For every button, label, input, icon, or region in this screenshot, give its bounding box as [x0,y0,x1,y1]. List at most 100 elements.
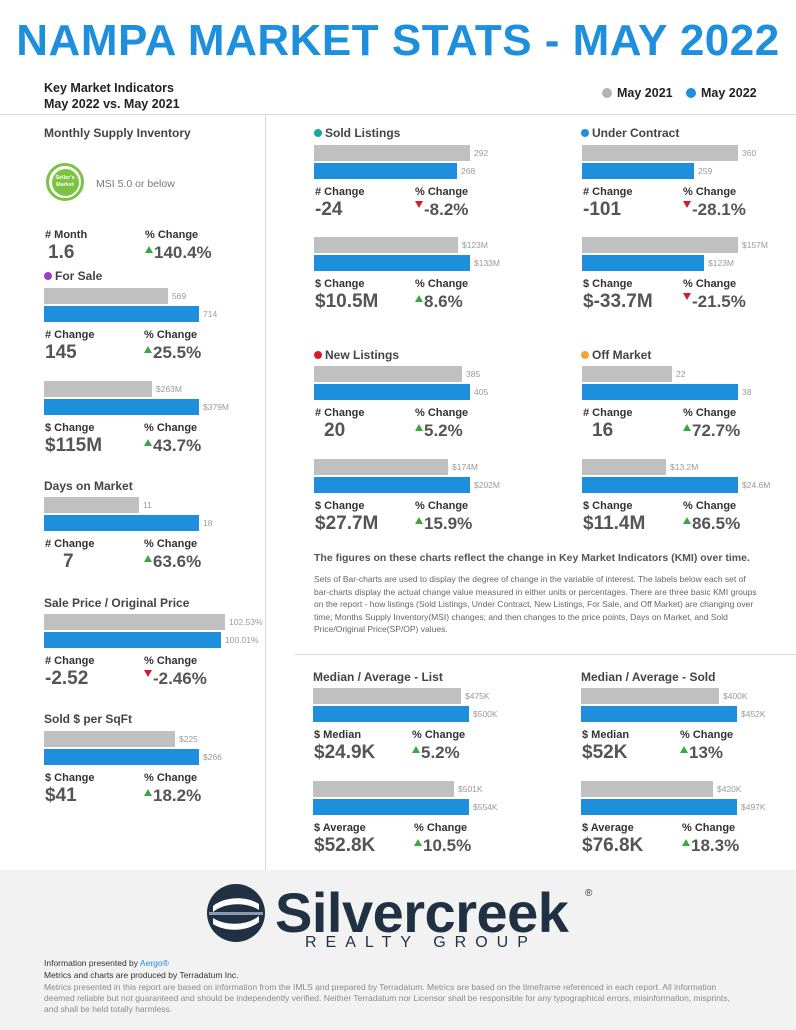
sold-per-sqft-bar-2022 [44,749,199,765]
contract-dollar-bar-2021 [582,237,738,253]
off-dollar-label-2022: $24.6M [742,480,771,490]
off-dollar-pct-label: % Change [683,500,737,512]
sale-price-ratio-bar-2022 [44,632,221,648]
off-count-label-2022: 38 [742,387,752,397]
list-average-label-2021: $501K [458,784,483,794]
sold-average-change-value: $76.8K [582,835,644,856]
down-arrow-icon [683,201,691,208]
msi-change-label: # Month [45,229,88,241]
sold-count-pct-label: % Change [415,186,469,198]
off-dollar-pct-text: 86.5% [692,514,741,533]
brand-registered-mark: ® [585,888,593,899]
for-sale-dollar-label-2021: $263M [156,384,182,394]
off-count-pct-text: 72.7% [692,421,741,440]
off-count-change-label: # Change [583,407,633,419]
days-on-market-bar-2022 [44,515,199,531]
new-count-pct-text: 5.2% [424,421,463,440]
sold-average-bar-2022 [581,799,737,815]
list-median-pct-text: 5.2% [421,743,460,762]
sale-price-ratio-title: Sale Price / Original Price [44,596,189,610]
sold-average-pct-text: 18.3% [691,836,740,855]
sold-per-sqft-bar-2021 [44,731,175,747]
contract-count-change-value: -101 [583,199,622,220]
for-sale-count-pct-text: 25.5% [153,343,202,362]
new-listings-title-text: New Listings [325,348,400,362]
sold-count-label-2022: 268 [461,166,476,176]
new-listings-title: New Listings [314,348,399,362]
list-average-pct-value: 10.5% [414,836,471,856]
for-sale-count-label-2022: 714 [203,309,218,319]
sold-average-pct-value: 18.3% [682,836,739,856]
sold-count-change-label: # Change [315,186,365,198]
sold-dollar-pct-text: 8.6% [424,292,463,311]
aergo-link[interactable]: Aergo® [139,958,169,968]
off-count-bar-2021 [582,366,672,382]
off-dollar-bar-2021 [582,459,666,475]
down-arrow-icon [683,293,691,300]
sold-per-sqft-title-text: Sold $ per SqFt [44,712,133,726]
for-sale-count-bar-2021 [44,288,168,304]
list-average-pct-label: % Change [414,822,468,834]
contract-count-pct-label: % Change [683,186,737,198]
up-arrow-icon [144,346,152,353]
up-arrow-icon [144,555,152,562]
contract-dollar-change-label: $ Change [583,278,633,290]
msi-pct-label: % Change [145,229,199,241]
up-arrow-icon [412,746,420,753]
legend-item-2021: May 2021 [602,86,673,100]
up-arrow-icon [683,517,691,524]
for-sale-title: For Sale [44,269,102,283]
sold-average-bar-2021 [581,781,713,797]
up-arrow-icon [415,517,423,524]
days-on-market-pct-text: 63.6% [153,552,202,571]
up-arrow-icon [415,295,423,302]
for-sale-count-pct-label: % Change [144,329,198,341]
sold-count-bar-2021 [314,145,470,161]
up-arrow-icon [682,839,690,846]
note-body: Sets of Bar-charts are used to display t… [314,574,757,634]
off-count-change-value: 16 [592,420,614,441]
msi-title: Monthly Supply Inventory [44,126,191,140]
for-sale-dollar-change-label: $ Change [45,422,95,434]
legend-item-2022: May 2022 [686,86,757,100]
brand-subtitle: REALTY GROUP [305,934,537,951]
sold-median-change-label: $ Median [582,729,630,741]
sold-dollar-change-label: $ Change [315,278,365,290]
sold-listings-dot-icon [314,129,322,137]
sale-price-ratio-label-2022: 100.01% [225,635,259,645]
sold-count-pct-value: -8.2% [415,200,468,220]
down-arrow-icon [415,201,423,208]
sellers-market-badge: Seller's Market [46,163,84,201]
contract-count-pct-value: -28.1% [683,200,746,220]
new-dollar-pct-value: 15.9% [415,514,472,534]
off-dollar-change-value: $11.4M [583,513,646,534]
new-dollar-label-2021: $174M [452,462,478,472]
for-sale-dollar-bar-2021 [44,381,152,397]
up-arrow-icon [683,424,691,431]
new-dollar-change-label: $ Change [315,500,365,512]
days-on-market-pct-value: 63.6% [144,552,201,572]
off-market-title-text: Off Market [592,348,652,362]
off-count-pct-label: % Change [683,407,737,419]
sold-dollar-pct-value: 8.6% [415,292,463,312]
note-headline: The figures on these charts reflect the … [314,552,750,564]
section-divider [295,654,796,655]
sold-average-label-2021: $420K [717,784,742,794]
contract-count-label-2021: 360 [742,148,757,158]
new-count-pct-value: 5.2% [415,421,463,441]
silvercreek-logo: Silvercreek ® REALTY GROUP [205,880,605,960]
for-sale-count-label-2021: 569 [172,291,187,301]
list-average-pct-text: 10.5% [423,836,472,855]
footer [0,870,796,1030]
column-divider [265,114,266,870]
sold-count-label-2021: 292 [474,148,489,158]
sold-price-title: Median / Average - Sold [581,670,715,684]
sold-median-bar-2022 [581,706,737,722]
list-median-bar-2021 [313,688,461,704]
for-sale-dollar-change-value: $115M [45,435,103,456]
for-sale-count-change-label: # Change [45,329,95,341]
sold-median-pct-label: % Change [680,729,734,741]
legend-label-2022: May 2022 [701,86,757,100]
list-median-pct-value: 5.2% [412,743,460,763]
list-price-title-text: Median / Average - List [313,670,443,684]
